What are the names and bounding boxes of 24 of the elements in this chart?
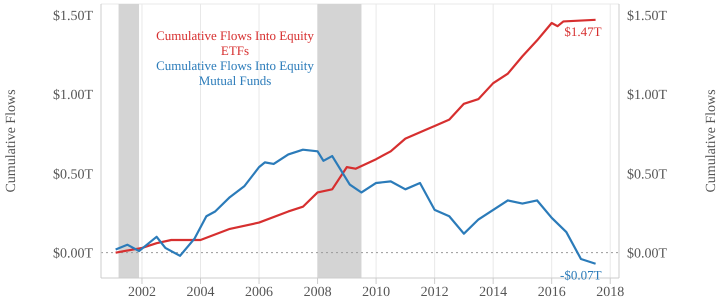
text: Cumulative Flows Into Equity ETFs bbox=[155, 28, 315, 58]
annotation: $1.47T bbox=[564, 24, 602, 39]
y2-tick-label: $1.00T bbox=[627, 88, 668, 104]
y-tick-label: $1.50T bbox=[52, 9, 94, 24]
x-tick-label: 2006 bbox=[245, 284, 274, 300]
x-tick-label: 2016 bbox=[538, 284, 566, 300]
y-axis-title: Cumulative Flows bbox=[4, 89, 19, 193]
x-tick-label: 2002 bbox=[128, 284, 156, 300]
x-tick-label: 2010 bbox=[362, 284, 390, 300]
x-tick-label: 2004 bbox=[186, 284, 215, 300]
x-tick-label: 2012 bbox=[420, 284, 449, 300]
x-tick-label: 2014 bbox=[479, 284, 508, 300]
line-series bbox=[114, 148, 597, 265]
y-tick-label: $0.50T bbox=[52, 167, 94, 182]
x-tick-label: 2008 bbox=[304, 284, 332, 300]
y2-tick-label: $0.50T bbox=[627, 167, 668, 182]
y2-tick-label: $1.50T bbox=[627, 9, 668, 24]
y-tick-label: $1.00T bbox=[52, 88, 94, 104]
annotation: -$0.07T bbox=[560, 268, 602, 283]
x-tick-label: 2018 bbox=[596, 284, 624, 300]
y2-tick-label: $0.00T bbox=[627, 246, 668, 262]
y2-axis-title: Cumulative Flows bbox=[704, 89, 719, 193]
y-tick-label: $0.00T bbox=[52, 246, 94, 262]
text: Cumulative Flows Into Equity Mutual Funds bbox=[155, 58, 315, 88]
